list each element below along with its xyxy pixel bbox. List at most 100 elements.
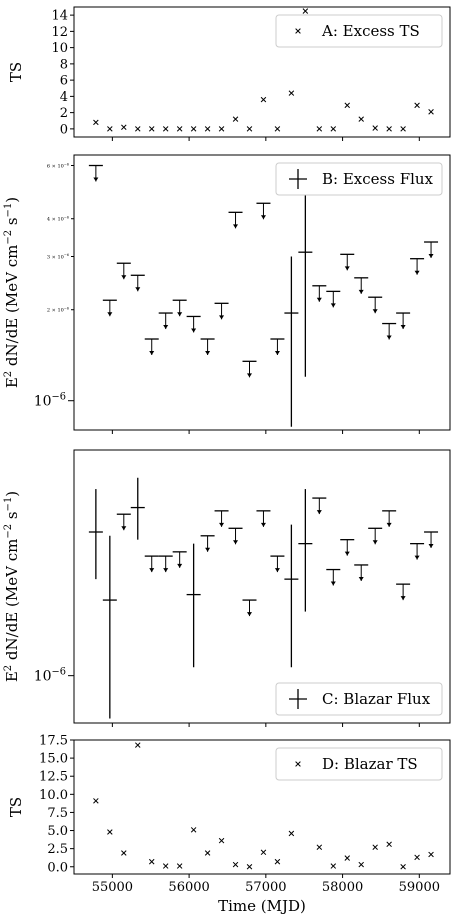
panel-C-upper-limit-arrow: [372, 540, 378, 545]
panel-B-upper-limit-arrow: [107, 312, 113, 317]
panel-C-upper-limit-arrow: [414, 555, 420, 560]
panel-A-point-stroke-b: [386, 126, 392, 132]
panel-B-upper-limit-arrow: [121, 275, 127, 280]
panel-C-upper-limit-arrow: [428, 544, 434, 549]
panel-A-y-tick-label: 14: [51, 9, 68, 24]
panel-A-point: [121, 124, 127, 131]
panel-D-point-stroke-b: [372, 844, 378, 850]
panel-A-point-stroke-b: [316, 126, 323, 132]
x-tick-label: 55000: [92, 880, 133, 895]
panel-D-point-stroke-b: [121, 850, 127, 856]
panel-C-upper-limit: [410, 542, 425, 560]
panel-A-point: [246, 126, 253, 132]
panel-C-upper-limit-arrow: [344, 551, 350, 556]
panel-D-point-stroke-b: [176, 863, 183, 869]
panel-B-frame: [73, 154, 451, 431]
panel-D-y-tick-label: 10.0: [39, 788, 68, 803]
panel-B-y-minor-tick-label: 4 × 10−6: [47, 215, 69, 222]
panel-B-upper-limit: [242, 360, 257, 378]
panel-A-y-tick-label: 4: [60, 90, 68, 105]
panel-B-upper-limit: [256, 202, 271, 220]
panel-C-upper-limit-arrow: [400, 596, 406, 601]
panel-C-upper-limit: [158, 555, 173, 573]
panel-A-point: [414, 102, 420, 109]
panel-C-legend-marker: [289, 689, 307, 709]
panel-D-point: [386, 841, 392, 848]
panel-D-point-stroke-b: [358, 861, 364, 868]
panel-A-point: [148, 126, 155, 132]
panel-B-upper-limit-arrow: [428, 254, 434, 259]
panel-B-y-minor-tick-label: 3 × 10−6: [47, 253, 69, 260]
panel-A-legend-label: A: Excess TS: [321, 22, 420, 40]
panel-A-y-tick-label: 6: [60, 74, 68, 89]
panel-A-legend-marker: [295, 28, 301, 34]
panel-B-upper-limit: [116, 262, 131, 280]
panel-A-point-stroke-b: [176, 126, 183, 132]
panel-C-flux-point: [298, 489, 313, 612]
panel-B-upper-limit-arrow: [177, 312, 183, 317]
panel-C-y-label: E2 dN/dE (MeV cm−2 s−1): [3, 491, 21, 682]
panel-C-upper-limit-arrow: [358, 576, 364, 581]
panel-B-upper-limit: [270, 338, 285, 356]
panel-A-point: [428, 109, 434, 115]
panel-C-upper-limit: [256, 510, 271, 527]
panel-A-point-stroke-b: [302, 8, 309, 14]
panel-B-upper-limit: [172, 299, 187, 317]
panel-A-point-stroke-b: [274, 126, 281, 132]
panel-A-point: [204, 126, 211, 132]
panel-A-point-stroke-b: [260, 96, 267, 103]
panel-B-legend-label: B: Excess Flux: [322, 170, 434, 188]
panel-A-point: [316, 126, 323, 132]
panel-A-point: [386, 126, 392, 132]
panel-B-upper-limit-arrow: [205, 351, 211, 356]
panel-C-upper-limit-arrow: [316, 510, 322, 515]
panel-D-point: [107, 829, 113, 835]
panel-A-point-stroke-b: [414, 102, 420, 109]
panel-A-point-stroke-b: [190, 126, 197, 132]
panel-A-point: [218, 126, 225, 132]
panel-A-y-tick-label: 10: [51, 41, 68, 56]
panel-A-frame: [73, 6, 451, 138]
panel-D-point: [316, 844, 323, 850]
panel-A-point: [162, 126, 169, 132]
panel-A-point: [288, 90, 295, 96]
panel-B-y-major-tick-label: 10−6: [34, 391, 66, 409]
panel-B-upper-limit-arrow: [135, 287, 141, 292]
panel-C-upper-limit: [326, 568, 341, 586]
panel-D-point: [260, 849, 267, 856]
panel-A-point: [260, 96, 267, 103]
panel-A-point-stroke-b: [107, 126, 113, 132]
panel-D-point: [121, 850, 127, 856]
panel-A-point-stroke-b: [428, 109, 434, 115]
panel-D-point-stroke-b: [190, 827, 197, 833]
panel-A-point: [358, 116, 364, 122]
panel-B-upper-limit: [186, 315, 201, 333]
panel-D-point: [372, 844, 378, 850]
panel-D-point-stroke-b: [428, 851, 434, 858]
panel-D-point-stroke-b: [288, 830, 295, 837]
x-tick-label: 58000: [322, 880, 363, 895]
panel-C-flux-point: [102, 535, 117, 719]
panel-C-frame: [73, 449, 451, 724]
panel-C-flux-point: [284, 524, 299, 668]
panel-B-upper-limit: [396, 312, 411, 330]
panel-D-legend-label: D: Blazar TS: [322, 755, 418, 773]
panel-B-y-label: E2 dN/dE (MeV cm−2 s−1): [3, 197, 21, 388]
x-tick-label: 57000: [245, 880, 286, 895]
panel-B-legend-box: [275, 162, 443, 196]
panel-B-legend-marker: [289, 169, 307, 189]
panel-C-upper-limit-arrow: [121, 526, 127, 531]
panel-A-point-stroke-b: [204, 126, 211, 132]
panel-C-upper-limit-arrow: [149, 568, 155, 573]
panel-A-point-stroke-b: [246, 126, 253, 132]
panel-C-upper-limit-arrow: [260, 522, 266, 527]
panel-B-upper-limit: [200, 338, 215, 356]
panel-A-point: [190, 126, 197, 132]
panel-D-point-stroke-b: [246, 864, 253, 870]
panel-A-point-stroke-b: [218, 126, 225, 132]
panel-A-point-stroke-b: [330, 126, 337, 132]
panel-A-point: [302, 8, 309, 14]
panel-D-legend-box: [275, 747, 443, 781]
panel-D-point: [176, 863, 183, 869]
panel-C-upper-limit-arrow: [219, 522, 225, 527]
